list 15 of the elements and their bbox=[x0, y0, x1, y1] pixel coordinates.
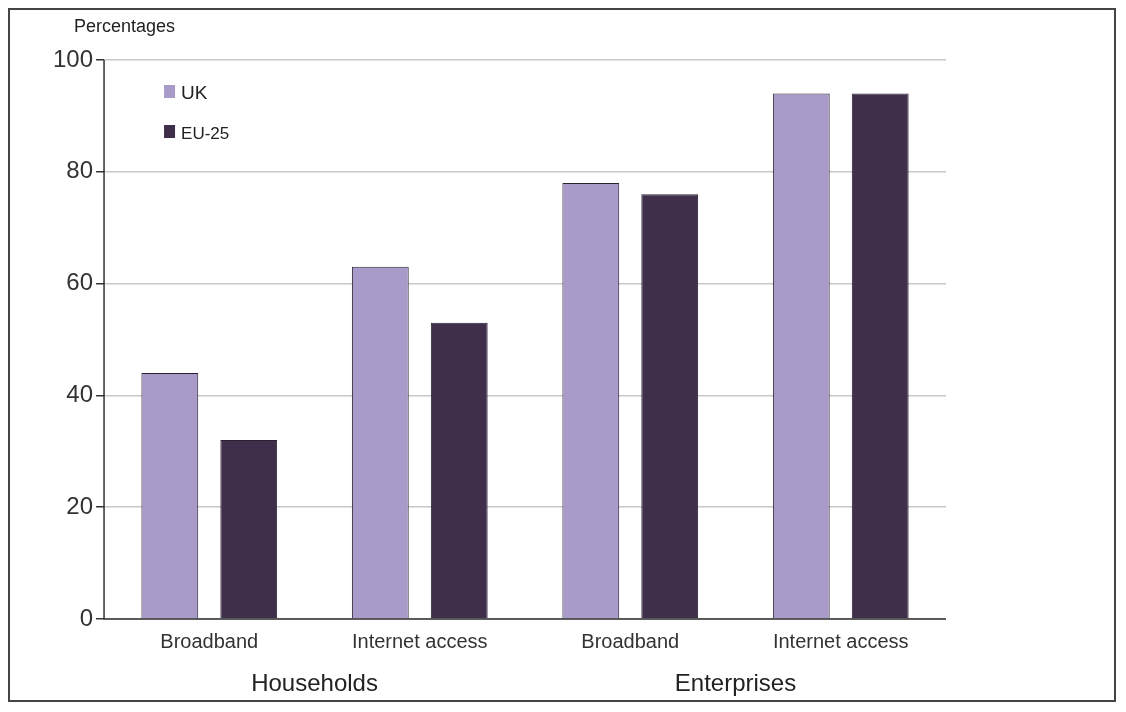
y-tick-label: 60 bbox=[66, 268, 94, 296]
y-tick-label: 40 bbox=[66, 380, 94, 408]
x-tick-label: Broadband bbox=[581, 629, 680, 652]
legend-label: UK bbox=[181, 82, 208, 104]
y-tick-label: 20 bbox=[66, 491, 94, 519]
x-tick-label: Broadband bbox=[160, 629, 259, 652]
text: Households bbox=[251, 669, 378, 696]
y-tick-label: 0 bbox=[79, 603, 94, 631]
y-axis-title: Percentages bbox=[74, 16, 176, 36]
y-tick-label: 80 bbox=[66, 156, 94, 184]
x-tick-label: Internet access bbox=[351, 629, 488, 652]
y-tick-label: 100 bbox=[53, 44, 94, 72]
text: Enterprises bbox=[674, 669, 797, 696]
x-tick-label: Internet access bbox=[772, 629, 909, 652]
legend-label: EU-25 bbox=[181, 123, 230, 143]
